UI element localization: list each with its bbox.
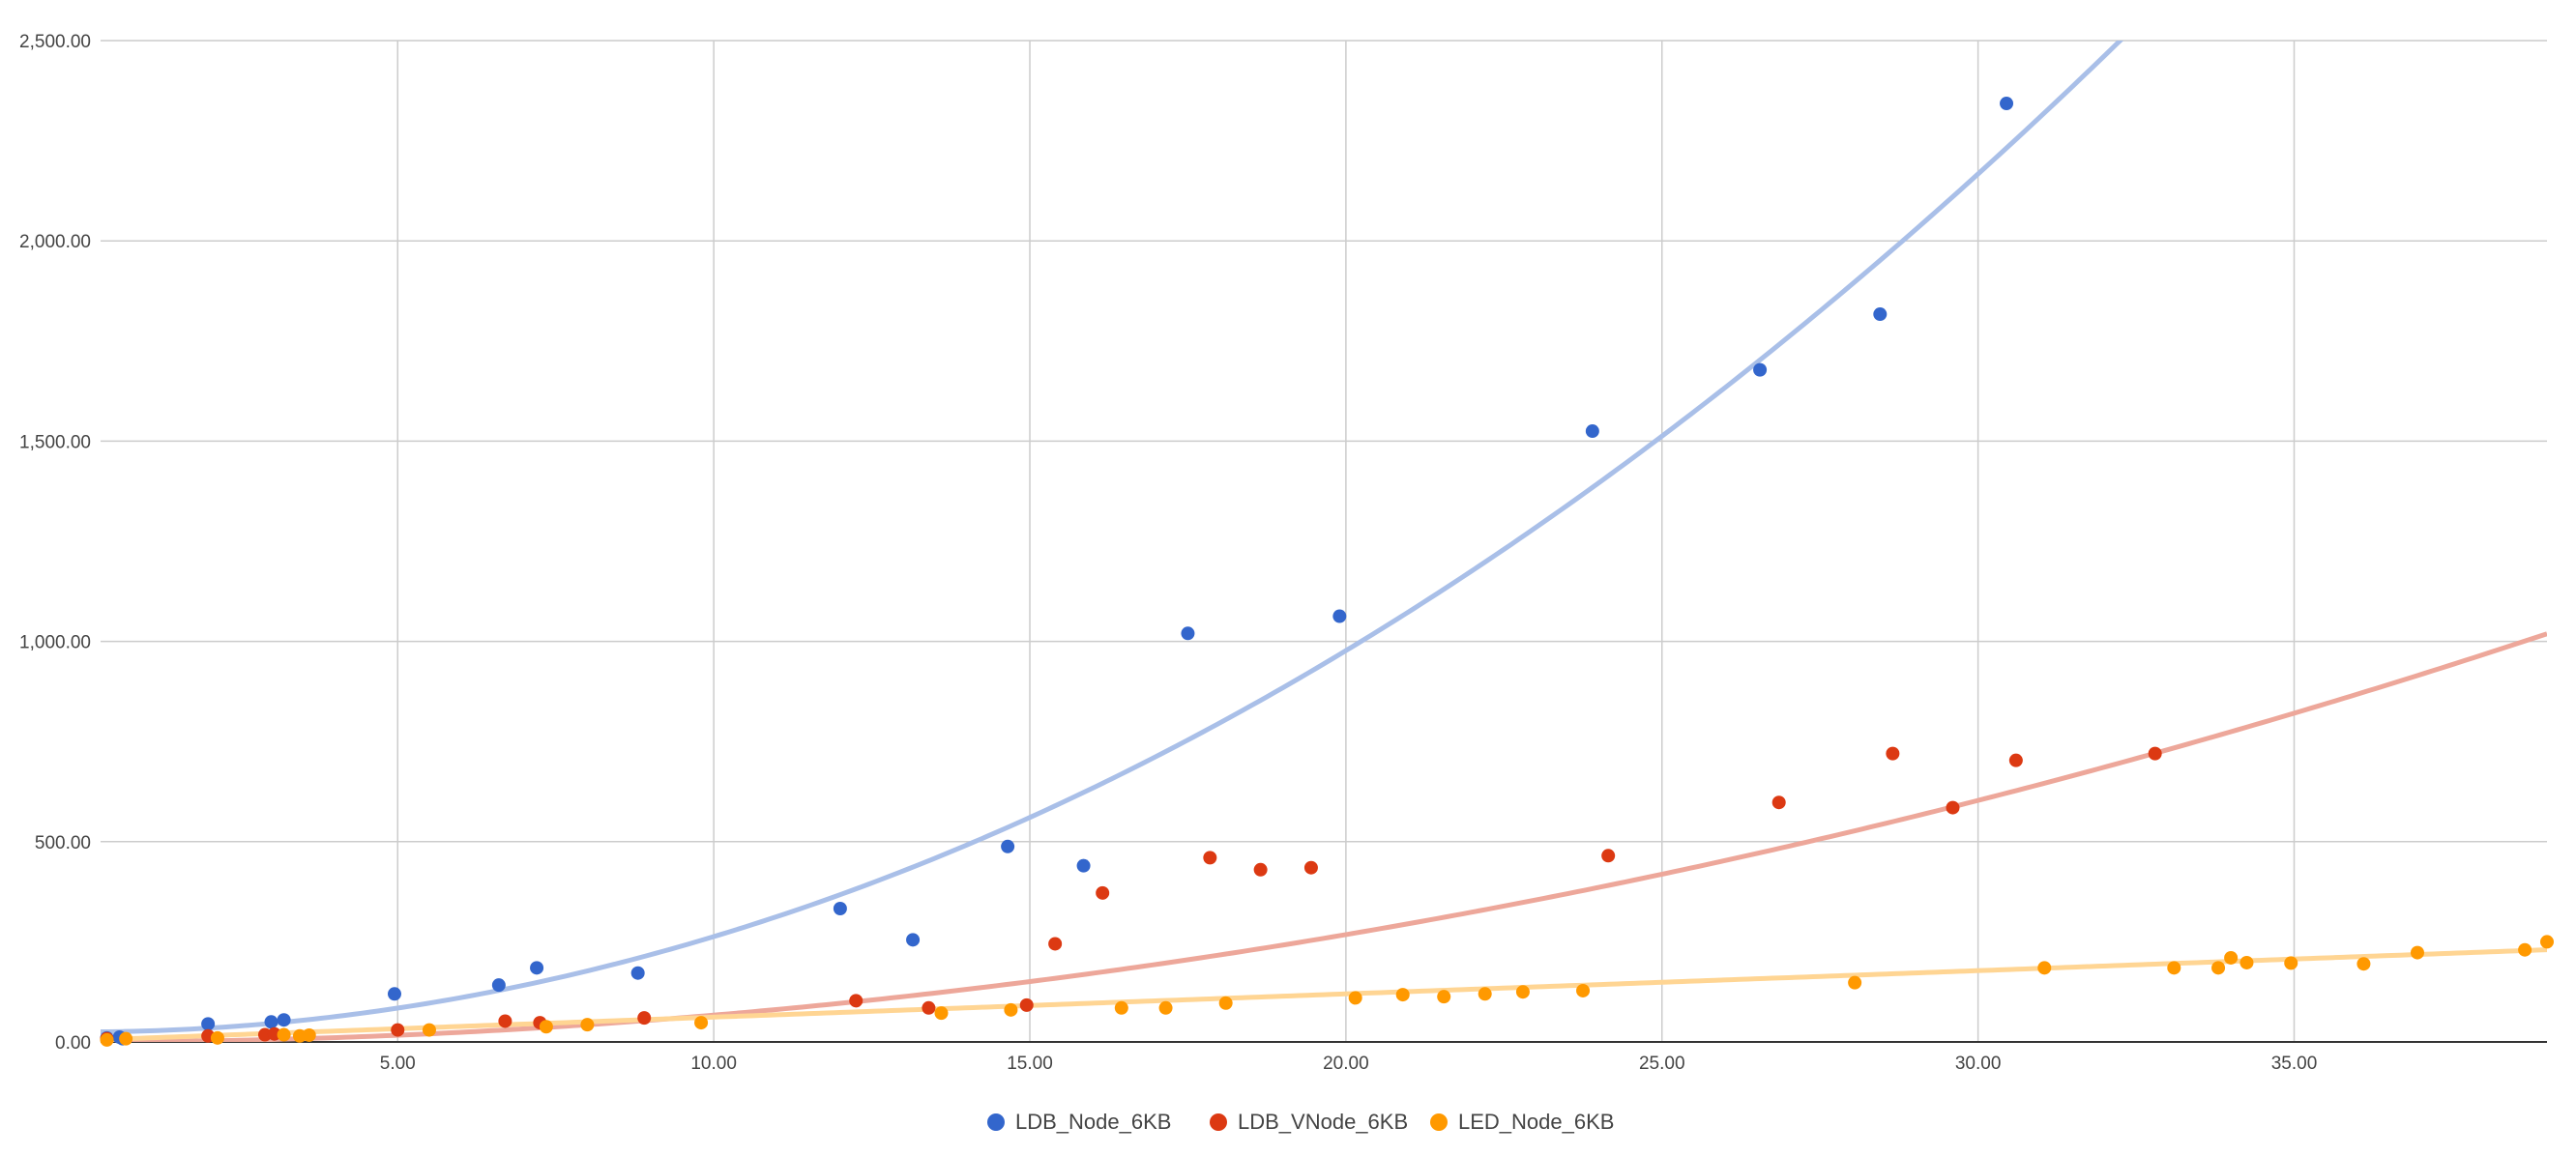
x-tick-label: 35.00 <box>2271 1054 2318 1074</box>
data-point-ldb-vnode-6kb[interactable] <box>637 1011 652 1026</box>
data-point-ldb-vnode-6kb[interactable] <box>1096 885 1110 900</box>
data-points <box>100 97 2554 1047</box>
data-point-led-node-6kb[interactable] <box>1348 991 1362 1005</box>
legend-label: LDB_VNode_6KB <box>1238 1110 1408 1134</box>
x-tick-label: 15.00 <box>1007 1054 1053 1074</box>
data-point-ldb-vnode-6kb[interactable] <box>1601 849 1616 863</box>
data-point-ldb-vnode-6kb[interactable] <box>498 1014 512 1028</box>
data-point-led-node-6kb[interactable] <box>2224 950 2239 965</box>
x-tick-label: 20.00 <box>1323 1054 1369 1074</box>
data-point-ldb-node-6kb[interactable] <box>1076 858 1091 873</box>
data-point-led-node-6kb[interactable] <box>1515 985 1530 999</box>
data-point-ldb-node-6kb[interactable] <box>1585 424 1599 439</box>
data-point-ldb-node-6kb[interactable] <box>387 987 401 1001</box>
data-point-led-node-6kb[interactable] <box>1395 988 1410 1002</box>
data-point-led-node-6kb[interactable] <box>100 1032 114 1047</box>
grid-lines <box>101 40 2547 1042</box>
data-point-ldb-node-6kb[interactable] <box>2000 97 2014 111</box>
x-tick-label: 10.00 <box>690 1054 737 1074</box>
data-point-ldb-node-6kb[interactable] <box>630 966 645 980</box>
trendlines <box>101 41 2547 1042</box>
data-point-ldb-vnode-6kb[interactable] <box>1303 860 1318 875</box>
x-tick-label: 30.00 <box>1955 1054 2002 1074</box>
data-point-ldb-vnode-6kb[interactable] <box>391 1023 405 1037</box>
data-point-led-node-6kb[interactable] <box>694 1016 709 1030</box>
data-point-ldb-node-6kb[interactable] <box>530 961 544 975</box>
data-point-ldb-vnode-6kb[interactable] <box>1253 862 1268 877</box>
y-tick-label: 2,000.00 <box>19 232 91 252</box>
legend-label: LDB_Node_6KB <box>1015 1110 1171 1134</box>
trendline-ldb-vnode-6kb <box>101 631 2547 1042</box>
data-point-ldb-vnode-6kb[interactable] <box>2008 753 2023 767</box>
data-point-ldb-vnode-6kb[interactable] <box>1203 851 1217 865</box>
data-point-ldb-node-6kb[interactable] <box>201 1017 216 1031</box>
y-tick-label: 1,500.00 <box>19 432 91 452</box>
data-point-led-node-6kb[interactable] <box>1576 983 1591 997</box>
legend-marker <box>1430 1113 1448 1131</box>
data-point-led-node-6kb[interactable] <box>2518 942 2532 957</box>
data-point-ldb-node-6kb[interactable] <box>1753 362 1768 377</box>
data-point-ldb-node-6kb[interactable] <box>833 902 847 916</box>
data-point-ldb-node-6kb[interactable] <box>1181 626 1195 641</box>
data-point-ldb-vnode-6kb[interactable] <box>1048 937 1063 951</box>
legend[interactable]: LDB_Node_6KB LDB_VNode_6KB LED_Node_6KB <box>987 1110 1614 1134</box>
x-tick-label: 25.00 <box>1639 1054 1685 1074</box>
data-point-ldb-node-6kb[interactable] <box>1332 609 1347 623</box>
data-point-led-node-6kb[interactable] <box>422 1023 436 1037</box>
data-point-ldb-node-6kb[interactable] <box>491 978 506 993</box>
data-point-led-node-6kb[interactable] <box>1848 975 1862 990</box>
data-point-led-node-6kb[interactable] <box>1437 990 1451 1004</box>
data-point-led-node-6kb[interactable] <box>210 1030 224 1045</box>
data-point-led-node-6kb[interactable] <box>2239 955 2254 969</box>
data-point-led-node-6kb[interactable] <box>2356 957 2371 971</box>
legend-marker <box>1210 1113 1227 1131</box>
x-tick-label: 5.00 <box>380 1054 416 1074</box>
trendline-ldb-node-6kb <box>101 41 2124 1035</box>
legend-marker <box>987 1113 1005 1131</box>
data-point-ldb-vnode-6kb[interactable] <box>922 1000 936 1015</box>
data-point-ldb-vnode-6kb[interactable] <box>2148 746 2162 761</box>
y-tick-label: 0.00 <box>55 1033 91 1054</box>
data-point-ldb-vnode-6kb[interactable] <box>1946 800 1960 815</box>
data-point-ldb-node-6kb[interactable] <box>277 1013 291 1027</box>
data-point-ldb-node-6kb[interactable] <box>1001 839 1015 853</box>
data-point-led-node-6kb[interactable] <box>119 1031 133 1046</box>
y-tick-label: 1,000.00 <box>19 633 91 653</box>
y-tick-label: 2,500.00 <box>19 32 91 52</box>
data-point-led-node-6kb[interactable] <box>1114 1000 1128 1015</box>
data-point-led-node-6kb[interactable] <box>2211 961 2226 975</box>
data-point-led-node-6kb[interactable] <box>2167 961 2181 975</box>
data-point-ldb-node-6kb[interactable] <box>264 1015 278 1029</box>
data-point-led-node-6kb[interactable] <box>277 1027 291 1042</box>
data-point-ldb-node-6kb[interactable] <box>1873 307 1888 322</box>
y-tick-label: 500.00 <box>35 833 91 853</box>
data-point-led-node-6kb[interactable] <box>2410 945 2424 960</box>
data-point-ldb-vnode-6kb[interactable] <box>849 994 864 1008</box>
data-point-led-node-6kb[interactable] <box>302 1027 316 1042</box>
data-point-ldb-vnode-6kb[interactable] <box>1886 746 1900 761</box>
data-point-led-node-6kb[interactable] <box>539 1020 553 1034</box>
data-point-led-node-6kb[interactable] <box>1218 996 1233 1010</box>
data-point-ldb-vnode-6kb[interactable] <box>1019 997 1034 1012</box>
legend-item-ldb-node-6kb[interactable]: LDB_Node_6KB <box>987 1110 1171 1134</box>
data-point-led-node-6kb[interactable] <box>580 1018 595 1032</box>
data-point-led-node-6kb[interactable] <box>1478 987 1492 1001</box>
data-point-ldb-vnode-6kb[interactable] <box>1771 795 1786 810</box>
tick-labels: 0.00 500.00 1,000.00 1,500.00 2,000.00 2,500.… <box>19 32 2317 1074</box>
data-point-ldb-node-6kb[interactable] <box>906 933 921 947</box>
data-point-led-node-6kb[interactable] <box>1158 1000 1173 1015</box>
legend-label: LED_Node_6KB <box>1458 1110 1614 1134</box>
data-point-led-node-6kb[interactable] <box>2037 961 2052 975</box>
legend-item-led-node-6kb[interactable]: LED_Node_6KB <box>1430 1110 1614 1134</box>
data-point-led-node-6kb[interactable] <box>1004 1002 1018 1017</box>
legend-item-ldb-vnode-6kb[interactable]: LDB_VNode_6KB <box>1210 1110 1408 1134</box>
data-point-led-node-6kb[interactable] <box>2540 935 2554 949</box>
data-point-led-node-6kb[interactable] <box>2284 956 2298 970</box>
data-point-led-node-6kb[interactable] <box>934 1006 949 1021</box>
